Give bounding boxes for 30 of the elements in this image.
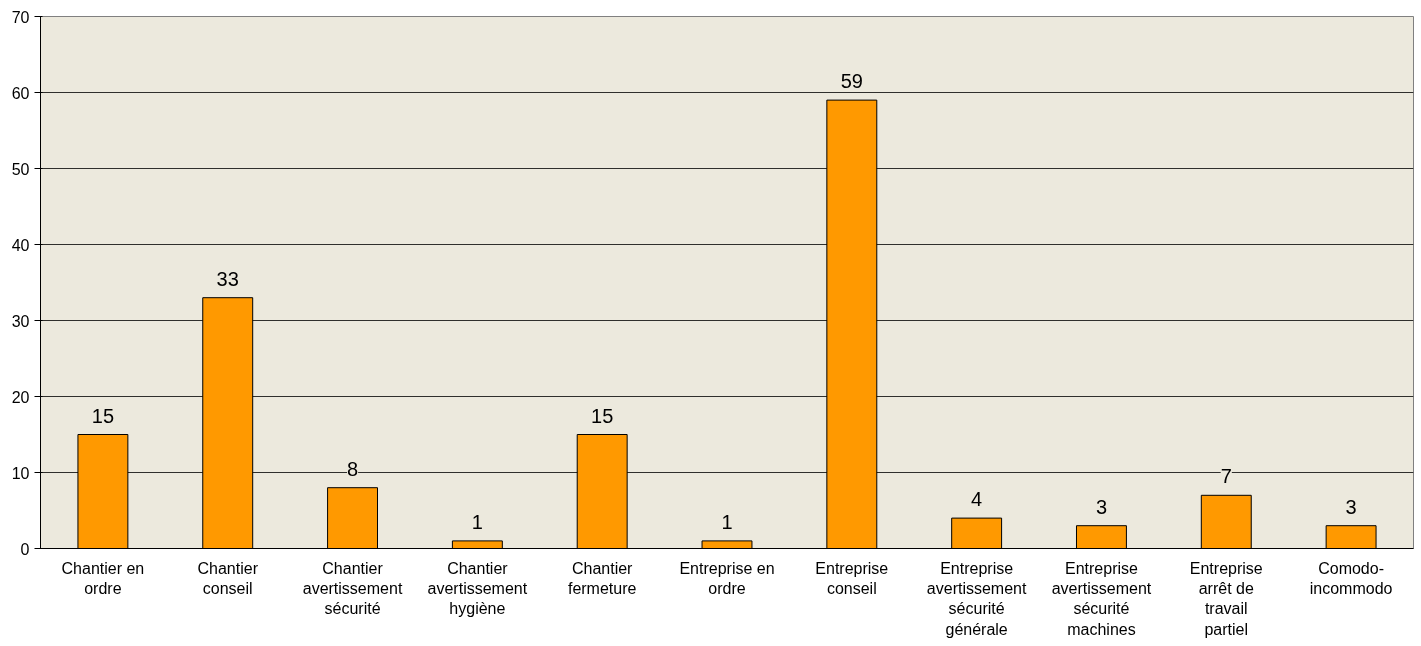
x-tick-label: Entreprise arrêt de travail partiel: [1189, 559, 1263, 638]
x-tick-label: Entreprise en ordre: [679, 559, 775, 597]
x-tick-label: Chantier conseil: [197, 559, 259, 597]
y-tick-label: 10: [11, 464, 30, 482]
x-tick-label: Comodo-incommodo: [1309, 559, 1393, 597]
data-label: 8: [346, 457, 359, 480]
x-tick-label: Chantier fermeture: [567, 559, 637, 597]
data-label: 7: [1220, 465, 1232, 488]
data-label: 1: [471, 510, 483, 533]
data-label: 1: [721, 510, 733, 533]
y-tick-label: 50: [11, 160, 30, 178]
y-tick-label: 40: [11, 236, 30, 254]
data-label: 3: [1095, 495, 1108, 518]
data-label: 15: [91, 404, 115, 427]
data-label: 4: [971, 488, 983, 511]
data-label: 33: [216, 267, 239, 290]
data-label: 3: [1345, 495, 1357, 518]
y-tick-label: 20: [11, 388, 30, 406]
data-label: 59: [840, 70, 863, 93]
x-tick-label: Chantier avertissement sécurité: [302, 559, 403, 618]
y-tick-label: 30: [11, 312, 30, 330]
x-tick-label: Entreprise avertissement sécurité générale: [926, 559, 1027, 638]
x-tick-label: Chantier avertissement hygiène: [427, 559, 528, 618]
x-tick-label: Entreprise conseil: [815, 559, 889, 597]
y-tick-label: 70: [11, 8, 30, 26]
y-tick-label: 60: [11, 84, 30, 102]
x-tick-label: Entreprise avertissement sécurité machines: [1051, 559, 1152, 638]
x-tick-label: Chantier en ordre: [61, 559, 145, 597]
y-tick-label: 0: [20, 540, 30, 558]
data-label: 15: [591, 404, 614, 427]
